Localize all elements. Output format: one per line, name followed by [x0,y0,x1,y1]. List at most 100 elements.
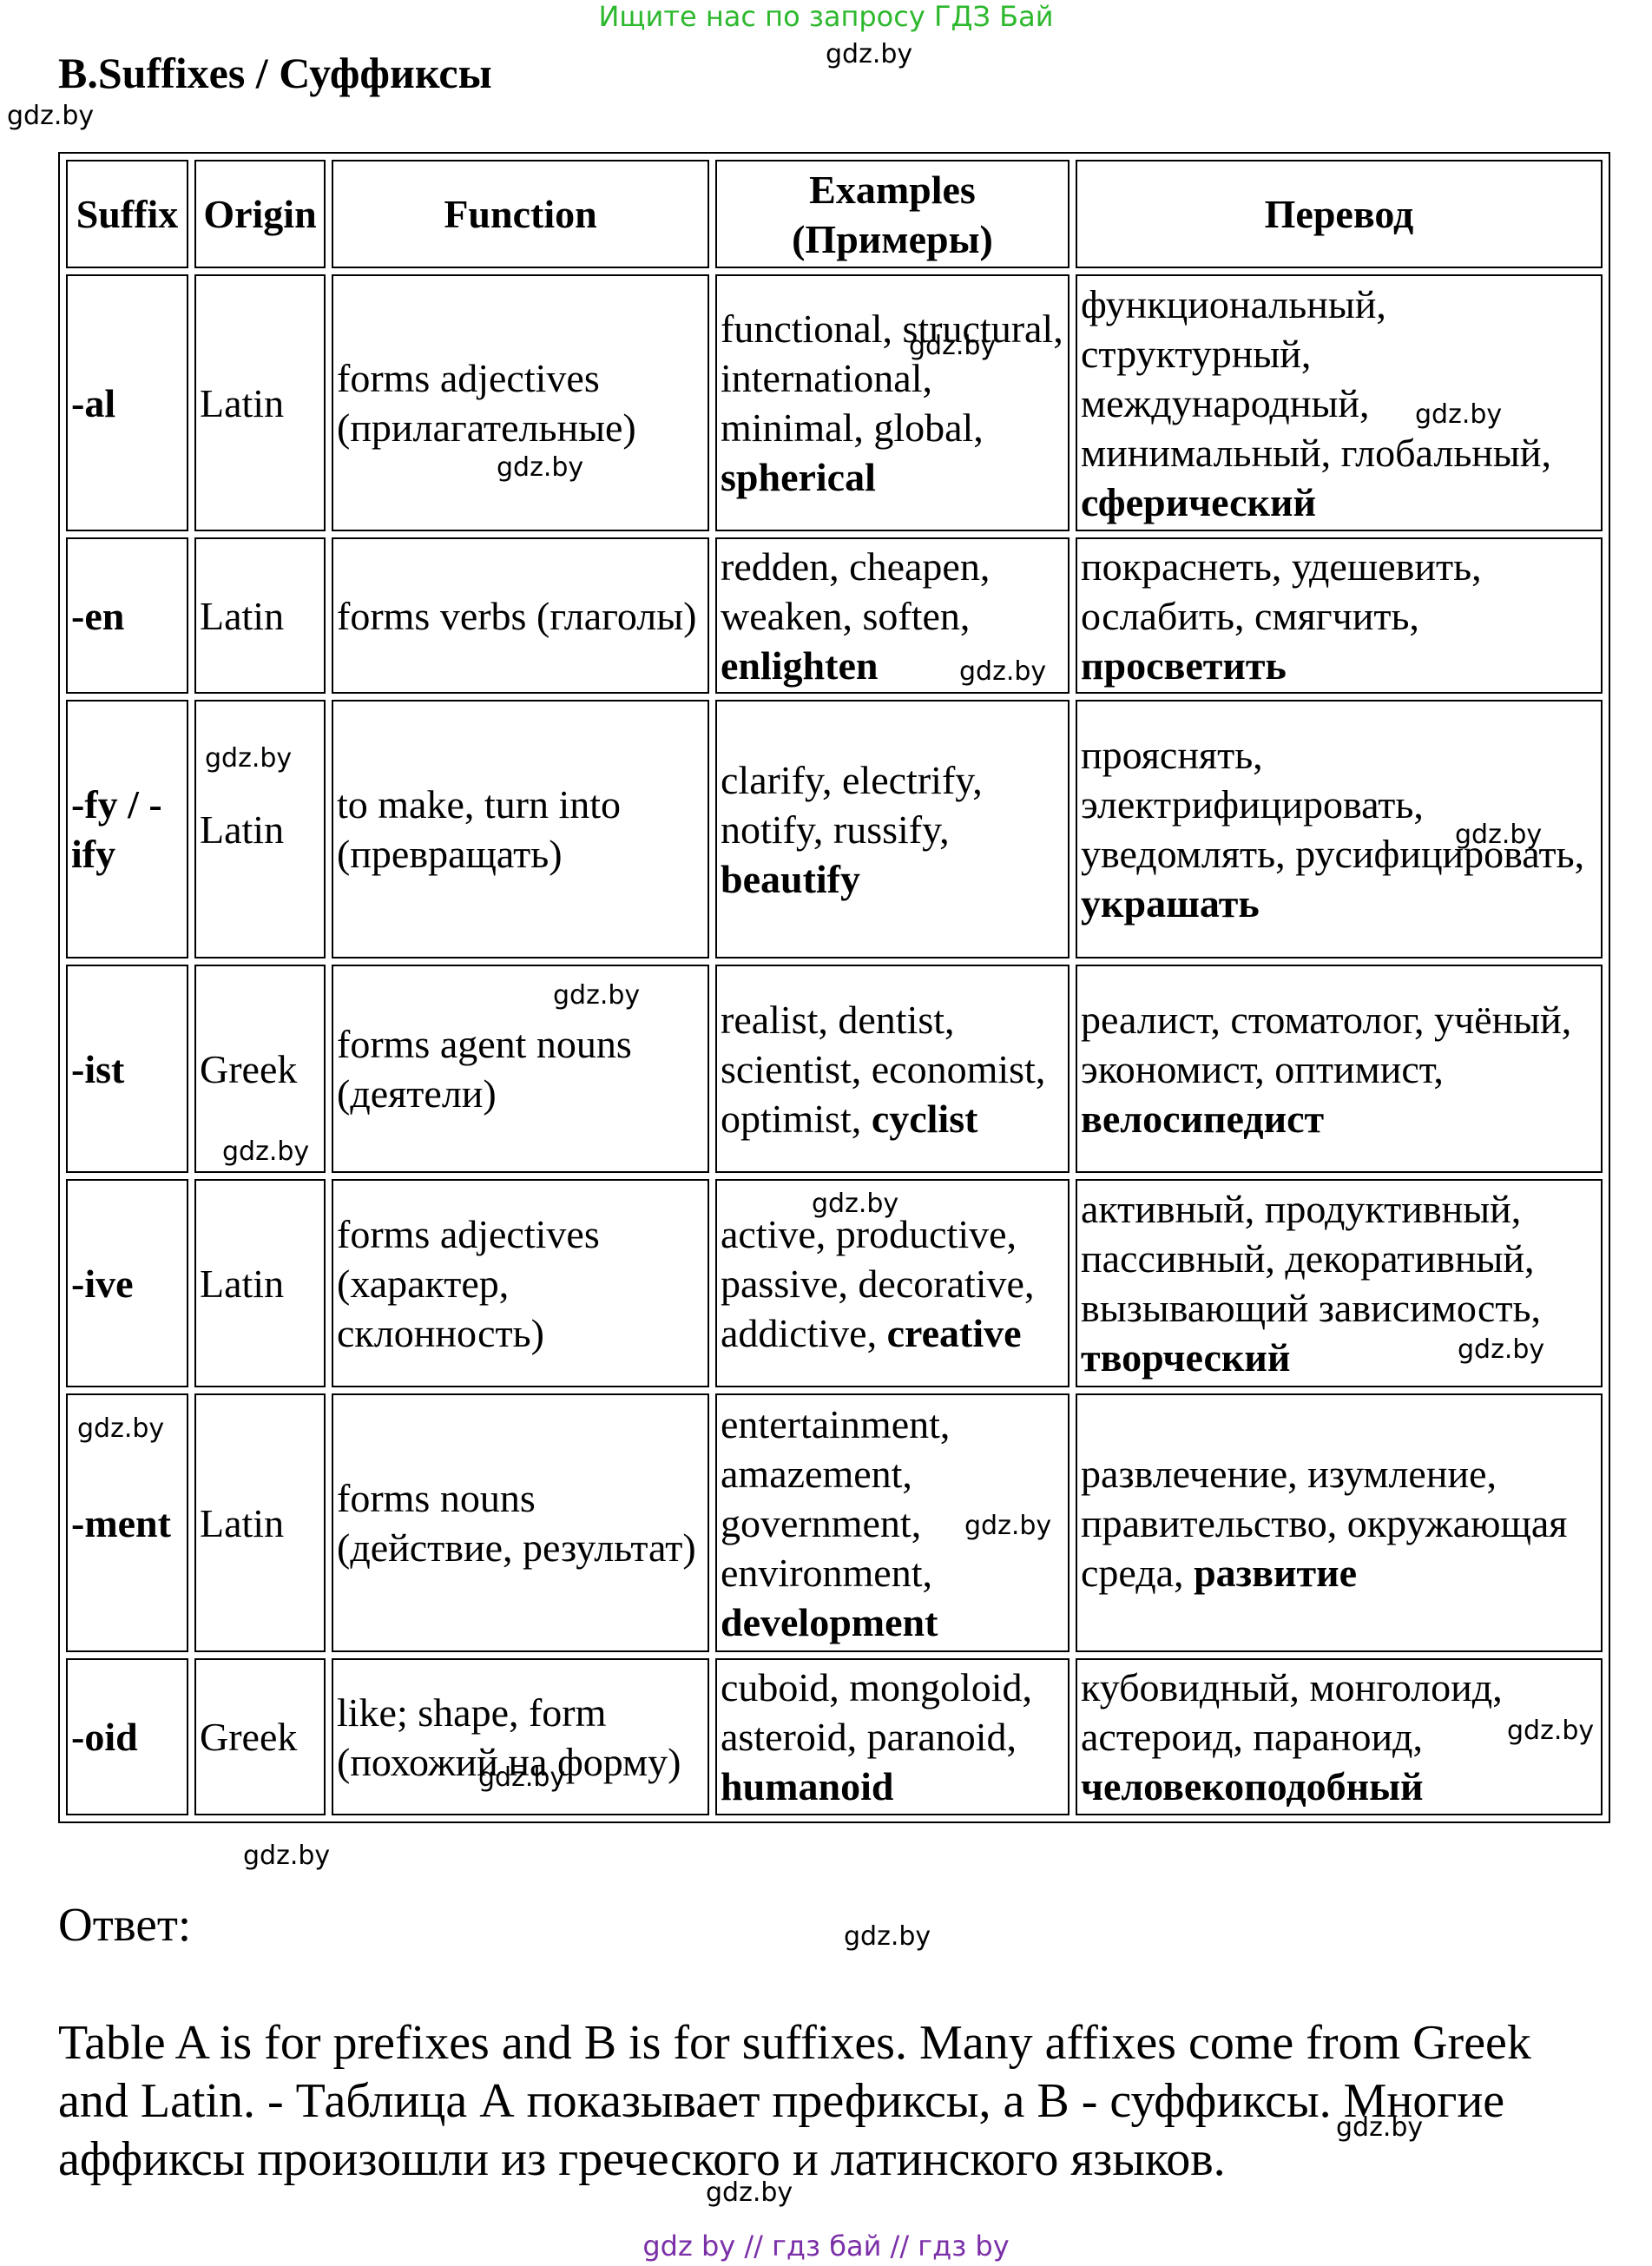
suffix-cell: -fy / -ify [66,700,188,958]
translation-cell: покраснеть, удешевить, ослабить, смягчит… [1076,537,1603,694]
suffix-cell: -al [66,274,188,531]
cell-text: функциональный, структурный, международн… [1081,281,1551,475]
translation-cell: прояснять, электрифицировать, уведомлять… [1076,700,1603,958]
watermark: gdz.by [7,101,95,131]
table-row: -oid Greek like; shape, form (похожий на ф… [66,1658,1603,1815]
watermark: gdz.by [706,2177,793,2208]
cell-text: functional, structural, international, m… [721,306,1063,450]
function-cell: like; shape, form (похожий на форму) [332,1658,709,1815]
cell-text: активный, продуктивный, пассивный, декор… [1081,1187,1541,1330]
cell-bold-text: humanoid [721,1764,894,1808]
translation-cell: кубовидный, монголоид, астероид, паранои… [1076,1658,1603,1815]
origin-cell: Latin [194,1179,326,1387]
examples-cell: active, productive, passive, decorative,… [715,1179,1070,1387]
suffix-cell: -en [66,537,188,694]
table-row: -al Latin forms adjectives (прилагательные… [66,274,1603,531]
watermark: gdz.by [812,1189,899,1219]
watermark: gdz.by [826,39,913,69]
suffix-cell: -oid [66,1658,188,1815]
origin-cell: Latin [194,700,326,958]
watermark: gdz.by [478,1762,566,1793]
cell-text: развлечение, изумление, правительство, о… [1081,1451,1568,1595]
cell-text: реалист, стоматолог, учёный, экономист, … [1081,997,1572,1091]
cell-text: cuboid, mongoloid, asteroid, paranoid, [721,1665,1033,1759]
function-cell: forms nouns (действие, результат) [332,1393,709,1652]
watermark: gdz.by [77,1413,165,1444]
table-row: -ist Greek forms agent nouns (деятели) real… [66,965,1603,1173]
suffix-cell: -ive [66,1179,188,1387]
examples-cell: cuboid, mongoloid, asteroid, paranoid, h… [715,1658,1070,1815]
column-header: Examples (Примеры) [715,160,1070,268]
cell-text: realist, dentist, scientist, economist, … [721,997,1046,1141]
cell-text: entertainment, amazement, government, en… [721,1401,951,1595]
cell-text: active, productive, passive, decorative,… [721,1211,1035,1355]
cell-bold-text: украшать [1081,881,1260,926]
cell-bold-text: сферический [1081,479,1316,524]
cell-bold-text: enlighten [721,642,879,688]
function-cell: forms agent nouns (деятели) [332,965,709,1173]
watermark: gdz.by [1336,2112,1424,2143]
column-header: Suffix [66,160,188,268]
cell-text: прояснять, электрифицировать, уведомлять… [1081,733,1585,876]
origin-cell: Greek [194,965,326,1173]
cell-bold-text: beautify [721,856,860,901]
cell-text: покраснеть, удешевить, ослабить, смягчит… [1081,543,1482,638]
watermark: gdz.by [1455,820,1543,850]
cell-bold-text: развитие [1194,1550,1357,1595]
watermark: gdz.by [553,980,641,1011]
cell-text: redden, cheapen, weaken, soften, [721,543,991,638]
examples-cell: entertainment, amazement, government, en… [715,1393,1070,1652]
watermark: gdz.by [844,1921,931,1952]
cell-bold-text: development [721,1599,938,1644]
column-header: Origin [194,160,326,268]
cell-bold-text: creative [886,1310,1022,1355]
table-row: -fy / -ify Latin to make, turn into (превр… [66,700,1603,958]
translation-cell: развлечение, изумление, правительство, о… [1076,1393,1603,1652]
column-header: Function [332,160,709,268]
suffix-cell: -ist [66,965,188,1173]
examples-cell: redden, cheapen, weaken, soften, enlight… [715,537,1070,694]
examples-cell: realist, dentist, scientist, economist, … [715,965,1070,1173]
watermark: gdz.by [243,1841,331,1871]
cell-text: clarify, electrify, notify, russify, [721,757,983,852]
cell-bold-text: творческий [1081,1335,1291,1380]
suffix-cell: -ment [66,1393,188,1652]
watermark: gdz.by [1458,1334,1545,1365]
watermark: gdz.by [964,1511,1052,1541]
table-row: -en Latin forms verbs (глаголы) redden, che… [66,537,1603,694]
function-cell: forms verbs (глаголы) [332,537,709,694]
origin-cell: Latin [194,274,326,531]
column-header: Перевод [1076,160,1603,268]
cell-bold-text: человекоподобный [1081,1764,1424,1808]
watermark: gdz.by [909,331,997,361]
origin-cell: Latin [194,537,326,694]
cell-bold-text: cyclist [871,1096,978,1141]
examples-cell: functional, structural, international, m… [715,274,1070,531]
table-row: -ive Latin forms adjectives (характер, скл… [66,1179,1603,1387]
footer: gdz by // гдз бай // гдз by [642,2230,1010,2263]
origin-cell: Latin [194,1393,326,1652]
cell-bold-text: просветить [1081,642,1287,688]
cell-bold-text: велосипедист [1081,1096,1325,1141]
title: B.Suffixes / Суффиксы [58,49,492,97]
function-cell: forms adjectives (прилагательные) [332,274,709,531]
origin-cell: Greek [194,1658,326,1815]
watermark: gdz.by [497,452,584,483]
header-row: Suffix Origin Function Examples (Примеры) Пе… [66,160,1603,268]
examples-cell: clarify, electrify, notify, russify, bea… [715,700,1070,958]
cell-text: кубовидный, монголоид, астероид, паранои… [1081,1665,1503,1759]
table-row: -ment Latin forms nouns (действие, результ… [66,1393,1603,1652]
translation-cell: реалист, стоматолог, учёный, экономист, … [1076,965,1603,1173]
answer-label: Ответ: [58,1898,192,1951]
cell-bold-text: spherical [721,455,876,499]
watermark: gdz.by [222,1136,310,1167]
header-note: Ищите нас по запросу ГДЗ Бай [598,0,1054,33]
watermark: gdz.by [205,743,293,774]
watermark: gdz.by [959,656,1047,687]
function-cell: to make, turn into (превращать) [332,700,709,958]
answer-text: Table A is for prefixes and B is for suf… [58,2016,1531,2186]
watermark: gdz.by [1507,1716,1595,1746]
translation-cell: функциональный, структурный, международн… [1076,274,1603,531]
function-cell: forms adjectives (характер, склонность) [332,1179,709,1387]
